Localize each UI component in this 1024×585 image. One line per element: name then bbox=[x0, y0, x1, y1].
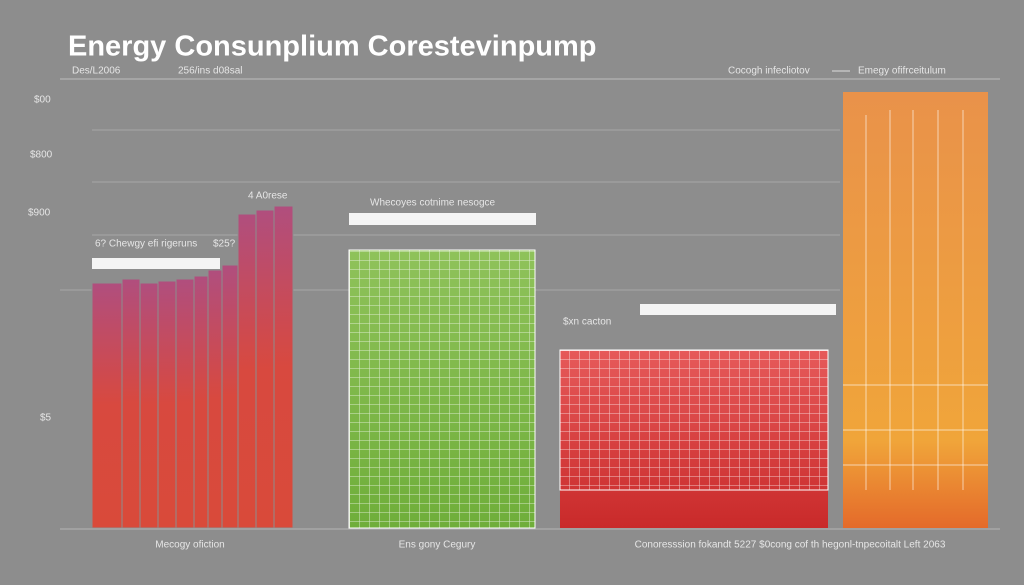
subtitle: Des/L2006 bbox=[72, 66, 121, 77]
annotation: $xn cacton bbox=[563, 317, 611, 328]
annotation: 4 A0rese bbox=[248, 191, 288, 202]
bar-grid bbox=[559, 349, 829, 491]
y-label: $00 bbox=[34, 95, 51, 106]
annotation: Whecoyes cotnime nesogce bbox=[370, 198, 496, 209]
y-label: $900 bbox=[28, 208, 51, 219]
bar-lines bbox=[843, 110, 988, 490]
label-box bbox=[92, 258, 220, 269]
label-box bbox=[640, 304, 836, 315]
bar-group bbox=[91, 205, 294, 529]
x-label: Mecogy ofiction bbox=[155, 540, 224, 551]
bar bbox=[843, 92, 988, 528]
annotation: 6? Chewgy efi rigeruns bbox=[95, 239, 197, 250]
x-label: Conoresssion fokandt 5227 $0cong cof th … bbox=[635, 540, 946, 551]
legend-entry: Cocogh infecliotov bbox=[728, 66, 810, 77]
y-label: $5 bbox=[40, 413, 52, 424]
x-label: Ens gony Cegury bbox=[399, 540, 476, 551]
title: Energy Consunplium Corestevinpump bbox=[68, 31, 597, 63]
bar-grid bbox=[348, 249, 536, 529]
subtitle: 256/ins d08sal bbox=[178, 66, 243, 77]
annotation: $25? bbox=[213, 239, 236, 250]
legend-entry: Emegy ofifrceitulum bbox=[858, 66, 946, 77]
label-box bbox=[349, 213, 536, 225]
y-label: $800 bbox=[30, 150, 53, 161]
